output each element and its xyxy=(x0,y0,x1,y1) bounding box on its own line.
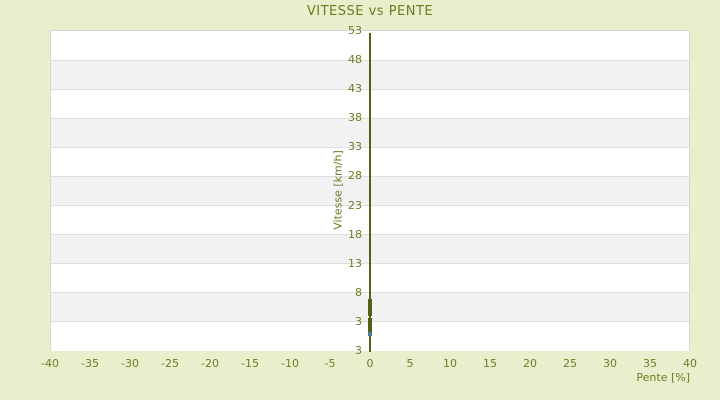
y-tick-label: 53 xyxy=(348,24,362,37)
y-tick-label: 3 xyxy=(355,314,362,328)
x-tick-label: 10 xyxy=(443,357,457,370)
y-tick-label: 13 xyxy=(348,256,362,270)
x-tick-label: -40 xyxy=(41,357,59,370)
x-tick-label: -15 xyxy=(241,357,259,370)
x-axis-title: Pente [%] xyxy=(636,371,690,384)
x-tick-label: -20 xyxy=(201,357,219,370)
y-tick-label: 23 xyxy=(348,198,362,212)
y-tick-label: 43 xyxy=(348,82,362,96)
data-point xyxy=(368,328,372,333)
x-tick-label: -5 xyxy=(324,357,336,370)
data-point xyxy=(368,311,372,316)
x-tick-label: -25 xyxy=(161,357,179,370)
y-tick-label: 38 xyxy=(348,111,362,125)
x-tick-label: 30 xyxy=(603,357,617,370)
x-tick-label: 20 xyxy=(523,357,537,370)
data-point xyxy=(368,309,372,314)
y-tick-label: 8 xyxy=(355,285,362,299)
y-tick-label: 18 xyxy=(348,227,362,241)
x-tick-label: 40 xyxy=(683,357,697,370)
x-tick-label: -30 xyxy=(121,357,139,370)
x-tick-label: 35 xyxy=(643,357,657,370)
chart-title: VITESSE vs PENTE xyxy=(306,4,434,19)
y-tick-label: 28 xyxy=(348,169,362,183)
x-tick-label: -10 xyxy=(281,357,299,370)
y-tick-label: 33 xyxy=(348,140,362,154)
data-point xyxy=(368,331,372,336)
x-tick-label: -35 xyxy=(81,357,99,370)
x-tick-label: 25 xyxy=(563,357,577,370)
x-tick-label: 5 xyxy=(406,357,414,370)
x-tick-label: 15 xyxy=(483,357,497,370)
y-tick-label: 48 xyxy=(348,53,362,67)
y-axis-line xyxy=(369,33,371,352)
y-tick-label: 3 xyxy=(355,344,362,357)
x-tick-label: 0 xyxy=(366,357,374,370)
y-axis-title: Vitesse [km/h] xyxy=(331,150,345,230)
